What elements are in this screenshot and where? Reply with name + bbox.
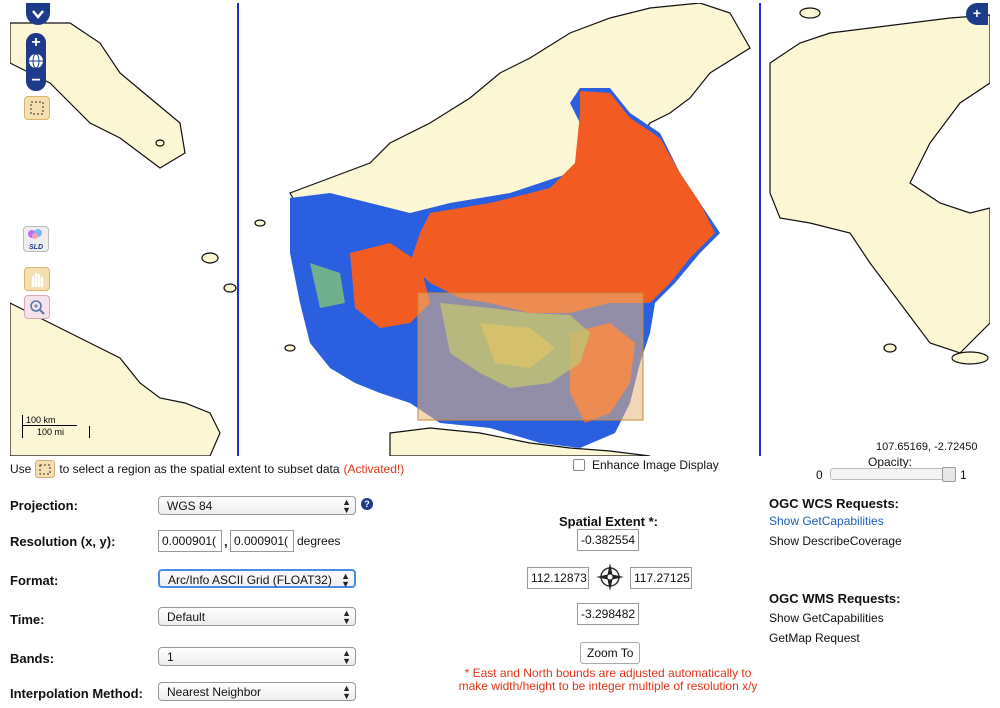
select-arrows-icon: ▲ ▼ [342, 497, 351, 515]
format-label: Format: [10, 573, 59, 588]
pan-hand-tool[interactable] [24, 267, 50, 291]
land-sumatra [10, 302, 221, 456]
wms-getmap-link[interactable]: GetMap Request [769, 631, 860, 645]
hand-icon [31, 272, 44, 288]
instruction-prefix: Use [10, 462, 32, 476]
map-viewport[interactable]: + − SLD + 100 km 100 mi [10, 3, 990, 456]
zoom-to-button[interactable]: Zoom To [580, 642, 641, 664]
bands-select[interactable]: 1 ▲ ▼ [158, 647, 356, 666]
layer-switcher-button[interactable]: + [966, 3, 988, 25]
time-value: Default [167, 610, 206, 624]
extent-note: * East and North bounds are adjusted aut… [458, 666, 758, 693]
map-canvas[interactable] [10, 3, 990, 456]
wcs-describecoverage-link[interactable]: Show DescribeCoverage [769, 534, 902, 548]
scale-km: 100 km [22, 415, 77, 426]
instruction-suffix: to select a region as the spatial extent… [59, 462, 340, 476]
opacity-min: 0 [816, 468, 823, 482]
land-sulawesi [769, 14, 990, 354]
select-arrows-icon: ▲ ▼ [342, 608, 351, 626]
compass-icon [594, 561, 626, 593]
globe-button[interactable] [28, 53, 44, 69]
resolution-separator: , [224, 534, 228, 549]
format-select[interactable]: Arc/Info ASCII Grid (FLOAT32) ▲ ▼ [158, 569, 356, 589]
region-select-tool[interactable] [24, 96, 50, 120]
time-select[interactable]: Default ▲ ▼ [158, 607, 356, 626]
select-arrows-icon: ▲ ▼ [342, 683, 351, 701]
extent-east-input[interactable]: 117.27125 [630, 567, 692, 589]
wms-title: OGC WMS Requests: [769, 591, 901, 606]
extent-north-input[interactable]: -0.382554 [577, 529, 639, 551]
spatial-extent-title: Spatial Extent *: [559, 514, 658, 529]
help-icon[interactable]: ? [361, 498, 373, 510]
zoom-in-button[interactable]: + [26, 33, 46, 53]
sld-label: SLD [29, 244, 43, 251]
bands-value: 1 [167, 650, 174, 664]
selection-box[interactable] [417, 292, 644, 421]
scale-bar: 100 km 100 mi [22, 415, 90, 438]
zoom-control: + − [26, 33, 46, 91]
resolution-y-input[interactable]: 0.000901( [230, 530, 294, 552]
bands-label: Bands: [10, 651, 55, 666]
zoom-box-tool[interactable] [24, 295, 50, 319]
sld-button[interactable]: SLD [23, 226, 49, 252]
format-value: Arc/Info ASCII Grid (FLOAT32) [168, 573, 332, 587]
activated-status: (Activated!) [343, 462, 405, 476]
dashed-box-icon [39, 464, 51, 475]
dashed-box-icon [30, 101, 44, 115]
resolution-unit: degrees [297, 534, 341, 548]
extent-south-input[interactable]: -3.298482 [577, 603, 639, 625]
chevron-down-icon [32, 10, 44, 19]
compass-rose-icon [596, 563, 624, 591]
select-arrows-icon: ▲ ▼ [341, 571, 350, 589]
plus-icon: + [972, 5, 982, 21]
opacity-slider[interactable] [830, 467, 956, 482]
projection-value: WGS 84 [167, 499, 213, 513]
globe-icon [29, 53, 43, 69]
enhance-option[interactable]: Enhance Image Display [573, 458, 719, 472]
mouse-coordinates: 107.65169, -2.72450 [876, 441, 978, 453]
projection-label: Projection: [10, 498, 78, 513]
enhance-checkbox[interactable] [573, 459, 585, 471]
resolution-label: Resolution (x, y): [10, 534, 116, 549]
interpolation-label: Interpolation Method: [10, 686, 143, 701]
instruction-line: Use to select a region as the spatial ex… [10, 460, 404, 478]
wcs-title: OGC WCS Requests: [769, 496, 900, 511]
opacity-label: Opacity: [868, 455, 913, 469]
opacity-slider-handle[interactable] [942, 467, 956, 482]
opacity-max: 1 [960, 468, 967, 482]
resolution-x-input[interactable]: 0.000901( [158, 530, 222, 552]
interpolation-value: Nearest Neighbor [167, 685, 262, 699]
wms-getcapabilities-link[interactable]: Show GetCapabilities [769, 611, 884, 625]
land-java [389, 427, 651, 456]
region-select-icon-inline [35, 460, 56, 478]
enhance-label: Enhance Image Display [592, 458, 719, 472]
extent-west-input[interactable]: 112.12873 [527, 567, 589, 589]
scale-mi: 100 mi [22, 426, 90, 438]
time-label: Time: [10, 612, 45, 627]
palette-icon [28, 229, 42, 239]
select-arrows-icon: ▲ ▼ [342, 648, 351, 666]
projection-select[interactable]: WGS 84 ▲ ▼ [158, 496, 356, 515]
pan-down-button[interactable] [26, 3, 50, 25]
wcs-getcapabilities-link[interactable]: Show GetCapabilities [769, 514, 884, 528]
plus-icon: + [31, 34, 41, 51]
land-layer [10, 3, 990, 456]
minus-icon: − [31, 72, 41, 89]
zoom-out-button[interactable]: − [26, 71, 46, 91]
magnifier-icon [30, 300, 45, 315]
interpolation-select[interactable]: Nearest Neighbor ▲ ▼ [158, 682, 356, 701]
